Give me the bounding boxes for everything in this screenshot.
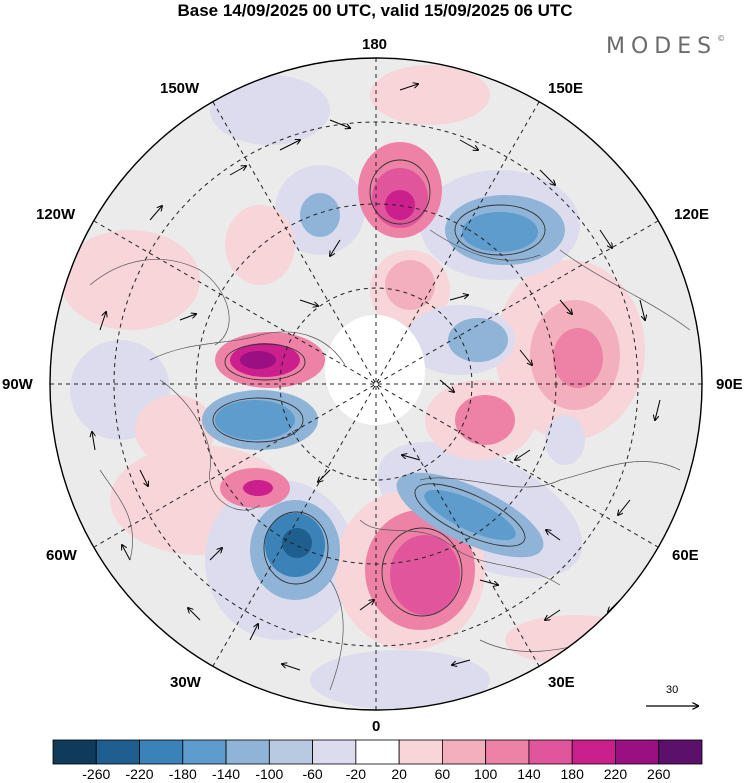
colorbar-swatch — [268, 739, 314, 765]
colorbar-swatch — [225, 739, 270, 765]
colorbar-swatch — [441, 739, 487, 765]
colorbar-tick-label: -140 — [212, 766, 241, 782]
colorbar-tick-label: -220 — [125, 766, 154, 782]
colorbar-swatch — [398, 739, 443, 765]
colorbar-tick-label: -20 — [345, 766, 366, 782]
lon-label-150e: 150E — [548, 80, 584, 97]
colorbar-tick-label: 220 — [603, 766, 628, 782]
colorbar-tick-label: 260 — [647, 766, 671, 782]
anomaly-field — [50, 58, 702, 710]
colorbar-tick-label: -100 — [255, 766, 284, 782]
colorbar-swatch — [52, 739, 97, 765]
lon-label-90w: 90W — [2, 376, 33, 393]
colorbar-swatch — [355, 739, 400, 765]
colorbar-tick-label: 140 — [517, 766, 541, 782]
colorbar-tick-label: -180 — [168, 766, 197, 782]
lon-label-90e: 90E — [716, 376, 743, 393]
colorbar-tick-label: 60 — [434, 766, 451, 782]
lon-label-0: 0 — [372, 718, 381, 735]
lon-label-120e: 120E — [674, 206, 710, 223]
lon-label-60e: 60E — [672, 547, 699, 564]
lon-label-150w: 150W — [160, 80, 200, 97]
map-boundary — [49, 57, 703, 711]
colorbar-swatch — [528, 739, 573, 765]
map-title: Base 14/09/2025 00 UTC, valid 15/09/2025… — [177, 1, 573, 20]
colorbar-tick-label: -260 — [82, 766, 111, 782]
colorbar-tick-label: 180 — [560, 766, 584, 782]
colorbar-swatch — [182, 739, 227, 765]
colorbar-swatch — [95, 739, 140, 765]
lon-label-30w: 30W — [170, 674, 201, 691]
colorbar-tick-label: 20 — [391, 766, 407, 782]
colorbar-swatch — [658, 739, 703, 765]
colorbar-swatch — [571, 739, 616, 765]
lon-label-30e: 30E — [548, 674, 575, 691]
lon-label-60w: 60W — [46, 547, 77, 564]
colorbar-swatch — [485, 739, 530, 765]
reference-vector-label: 30 — [666, 684, 679, 696]
colorbar-swatch — [615, 739, 660, 765]
colorbar — [52, 739, 703, 765]
lon-label-180: 180 — [362, 36, 388, 53]
colorbar-tick-label: -60 — [302, 766, 323, 782]
colorbar-swatch — [139, 739, 184, 765]
modes-logo: MODES© — [606, 34, 726, 59]
colorbar-tick-label: 100 — [473, 766, 498, 782]
lon-label-120w: 120W — [36, 206, 76, 223]
colorbar-swatch — [312, 739, 357, 765]
